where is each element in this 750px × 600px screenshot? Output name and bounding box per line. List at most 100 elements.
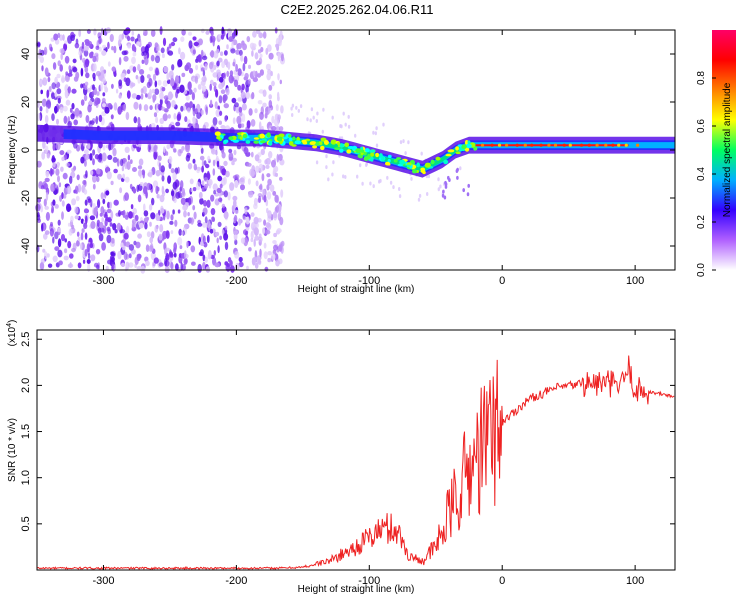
- noise-blob: [95, 45, 100, 50]
- noise-blob: [166, 210, 170, 220]
- noise-blob: [52, 255, 58, 263]
- noise-blob: [257, 100, 263, 105]
- noise-blob: [258, 185, 263, 190]
- noise-blob: [167, 114, 171, 119]
- noise-blob: [146, 216, 149, 221]
- noise-blob: [437, 187, 440, 192]
- noise-blob: [102, 198, 106, 205]
- noise-blob: [256, 73, 262, 78]
- noise-blob: [151, 88, 155, 94]
- noise-blob: [271, 115, 275, 124]
- snr-x-tick-label: 100: [626, 575, 644, 587]
- noise-blob: [61, 156, 65, 162]
- noise-blob: [63, 193, 67, 199]
- noise-blob: [109, 34, 114, 42]
- noise-blob: [216, 69, 221, 75]
- figure-title: C2E2.2025.262.04.06.R11: [281, 2, 434, 17]
- noise-blob: [271, 159, 276, 168]
- noise-blob: [162, 37, 167, 47]
- noise-blob: [192, 116, 196, 125]
- noise-blob: [250, 151, 254, 158]
- noise-blob: [123, 251, 128, 261]
- noise-blob: [172, 209, 175, 215]
- noise-blob: [132, 167, 137, 172]
- trace-blob: [312, 145, 318, 149]
- noise-blob: [84, 199, 88, 206]
- noise-blob: [87, 252, 91, 260]
- noise-blob: [133, 46, 137, 53]
- noise-blob: [209, 99, 213, 107]
- noise-blob: [202, 254, 206, 262]
- noise-blob: [168, 43, 172, 49]
- noise-blob: [100, 70, 105, 80]
- noise-blob: [154, 42, 159, 48]
- noise-blob: [127, 35, 131, 42]
- noise-blob: [107, 41, 110, 50]
- noise-blob: [66, 149, 72, 154]
- noise-blob: [113, 168, 118, 174]
- noise-blob: [342, 174, 345, 179]
- noise-blob: [51, 208, 54, 214]
- noise-blob: [197, 84, 202, 90]
- noise-blob: [216, 160, 220, 168]
- noise-blob: [275, 126, 281, 132]
- noise-blob: [212, 72, 218, 78]
- noise-blob: [200, 49, 204, 57]
- noise-blob: [214, 101, 218, 109]
- noise-blob: [125, 261, 130, 270]
- trace-blob: [381, 156, 385, 162]
- trace-blob: [276, 136, 283, 142]
- noise-blob: [157, 79, 162, 86]
- trace-spur: [456, 175, 459, 180]
- noise-blob: [254, 262, 259, 269]
- noise-blob: [120, 229, 126, 234]
- noise-blob: [181, 146, 185, 151]
- noise-blob: [64, 55, 70, 64]
- noise-blob: [184, 250, 187, 259]
- noise-blob: [117, 106, 122, 115]
- noise-blob: [71, 102, 75, 110]
- noise-blob: [123, 103, 126, 112]
- noise-blob: [259, 248, 262, 258]
- noise-blob: [185, 145, 190, 153]
- noise-blob: [221, 151, 226, 159]
- noise-blob: [139, 69, 145, 75]
- noise-blob: [277, 244, 282, 252]
- noise-blob: [252, 70, 256, 77]
- noise-blob: [47, 263, 53, 268]
- noise-blob: [186, 240, 189, 249]
- noise-blob: [92, 158, 95, 166]
- noise-blob: [93, 100, 98, 107]
- noise-blob: [375, 143, 379, 148]
- noise-blob: [104, 106, 110, 114]
- noise-blob: [58, 182, 62, 188]
- noise-blob: [246, 36, 251, 43]
- noise-blob: [219, 110, 223, 116]
- noise-blob: [202, 222, 207, 228]
- noise-blob: [187, 162, 193, 170]
- noise-blob: [85, 58, 90, 68]
- trace-blob: [334, 147, 341, 150]
- noise-blob: [83, 45, 89, 52]
- noise-blob: [126, 211, 129, 218]
- noise-blob: [265, 157, 271, 165]
- trace-peak-dot: [611, 143, 615, 147]
- snr-x-tick-label: -100: [358, 575, 380, 587]
- noise-blob: [250, 212, 255, 217]
- noise-blob: [251, 50, 254, 57]
- noise-blob: [59, 64, 63, 72]
- trace-peak-dot: [490, 143, 494, 147]
- noise-blob: [325, 165, 328, 170]
- noise-blob: [168, 156, 173, 164]
- noise-blob: [437, 177, 440, 182]
- noise-blob: [167, 91, 173, 101]
- noise-blob: [427, 174, 431, 179]
- noise-blob: [136, 184, 140, 193]
- trace-peak-dot: [530, 143, 534, 147]
- trace-blob: [387, 154, 392, 159]
- noise-blob: [110, 210, 114, 220]
- noise-blob: [211, 217, 215, 222]
- trace-blob: [370, 156, 374, 162]
- noise-blob: [113, 45, 117, 54]
- noise-blob: [218, 83, 224, 90]
